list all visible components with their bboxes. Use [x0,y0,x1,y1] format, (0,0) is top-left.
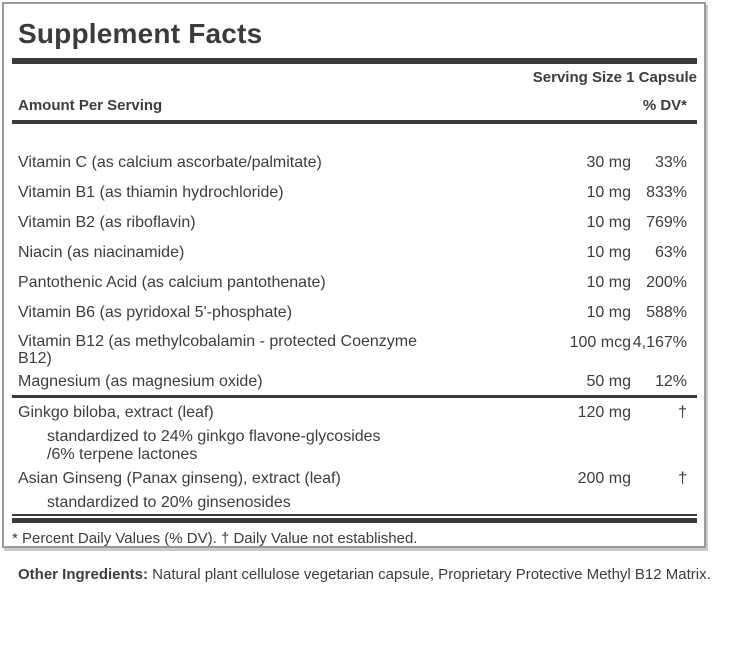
other-ingredients-label: Other Ingredients: [18,566,149,583]
nutrient-name: Vitamin B6 (as pyridoxal 5'-phosphate) [18,304,293,321]
nutrient-dv: 33% [654,154,687,171]
nutrient-name-text: Vitamin B12 (as methylcobalamin - protec… [18,333,417,367]
nutrient-amount: 10 mg [586,184,631,201]
nutrient-row-vitamin-b2: Vitamin B2 (as riboflavin) 10 mg 769% [18,213,697,232]
nutrient-dv: 588% [646,304,687,321]
other-ingredients-paragraph: Other Ingredients: Natural plant cellulo… [18,563,718,587]
botanical-amount: 120 mg [577,404,631,421]
column-header-row: Amount Per Serving % DV* [18,97,697,115]
nutrient-row-vitamin-b12: Vitamin B12 (as methylcobalamin - protec… [18,333,697,367]
nutrient-rows: Vitamin C (as calcium ascorbate/palmitat… [12,153,697,391]
botanical-row-ginseng: Asian Ginseng (Panax ginseng), extract (… [18,469,697,488]
header-divider [12,120,697,124]
botanical-dv-dagger: † [678,404,687,421]
botanical-name: Asian Ginseng (Panax ginseng), extract (… [18,470,341,487]
ginkgo-standardization-note-line2: /6% terpene lactones [47,446,198,463]
nutrient-amount: 30 mg [586,154,631,171]
serving-size: Serving Size 1 Capsule [532,69,697,86]
nutrient-name: Vitamin C (as calcium ascorbate/palmitat… [18,154,322,171]
nutrient-row-niacin: Niacin (as niacinamide) 10 mg 63% [18,243,697,262]
supplement-facts-panel: Supplement Facts Serving Size 1 Capsule … [2,2,706,548]
amount-per-serving-header: Amount Per Serving [18,97,163,114]
botanical-name: Ginkgo biloba, extract (leaf) [18,404,214,421]
nutrient-row-pantothenic-acid: Pantothenic Acid (as calcium pantothenat… [18,273,697,292]
nutrient-row-vitamin-c: Vitamin C (as calcium ascorbate/palmitat… [18,153,697,172]
other-ingredients-text: Natural plant cellulose vegetarian capsu… [148,566,711,583]
nutrient-row-vitamin-b6: Vitamin B6 (as pyridoxal 5'-phosphate) 1… [18,303,697,322]
nutrient-dv: 12% [654,373,687,390]
panel-title: Supplement Facts [18,18,263,49]
nutrient-name: Vitamin B12 (as methylcobalamin - protec… [18,333,553,367]
nutrient-row-magnesium: Magnesium (as magnesium oxide) 50 mg 12% [18,372,697,391]
nutrient-amount: 10 mg [586,214,631,231]
ginkgo-standardization-note-line1: standardized to 24% ginkgo flavone-glyco… [47,428,381,445]
botanical-section-divider [12,395,697,398]
botanical-dv-dagger: † [678,470,687,487]
nutrient-name: Magnesium (as magnesium oxide) [18,373,263,390]
thick-divider-top [12,58,697,64]
nutrient-amount: 10 mg [586,274,631,291]
nutrient-dv: 63% [654,244,687,261]
nutrient-amount: 10 mg [586,304,631,321]
nutrient-name: Pantothenic Acid (as calcium pantothenat… [18,274,326,291]
nutrient-row-vitamin-b1: Vitamin B1 (as thiamin hydrochloride) 10… [18,183,697,202]
nutrient-name: Niacin (as niacinamide) [18,244,185,261]
nutrient-amount: 10 mg [586,244,631,261]
botanical-amount: 200 mg [577,470,631,487]
nutrient-amount: 50 mg [586,373,631,390]
botanical-row-ginkgo: Ginkgo biloba, extract (leaf) 120 mg † [18,403,697,422]
nutrient-name: Vitamin B2 (as riboflavin) [18,214,196,231]
ginseng-standardization-note: standardized to 20% ginsenosides [47,494,291,511]
nutrient-dv: 833% [646,184,687,201]
thick-divider-bottom [12,518,697,523]
nutrient-dv: 200% [646,274,687,291]
percent-dv-header: % DV* [642,97,687,114]
footnote-divider-thin [12,514,697,516]
nutrient-dv: 4,167% [632,334,687,351]
daily-value-footnote: * Percent Daily Values (% DV). † Daily V… [12,530,418,547]
nutrient-amount: 100 mcg [569,334,631,351]
nutrient-name: Vitamin B1 (as thiamin hydrochloride) [18,184,284,201]
nutrient-dv: 769% [646,214,687,231]
